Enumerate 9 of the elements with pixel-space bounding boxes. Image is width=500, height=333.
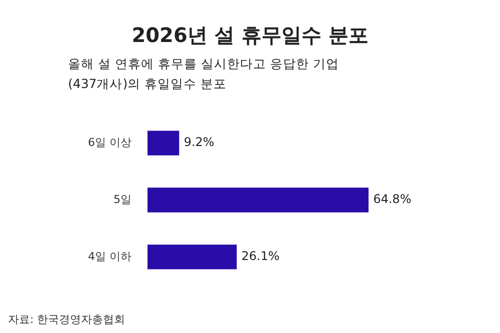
y-tick-label: 6일 이상 [88,136,132,149]
data-label: 64.8% [373,192,412,206]
chart-title: 2026년 설 휴무일수 분포 [130,22,370,49]
y-tick-label: 4일 이하 [88,250,132,263]
y-tick-label: 5일 [113,192,132,206]
chart-subtitle: 올해 설 연휴에 휴무를 실시한다고 응답한 기업 (437개사)의 휴일일수 분포 [68,55,339,93]
data-label: 26.1% [241,249,280,264]
data-label: 9.2% [184,135,214,150]
text: 자료: 한국경영자총협회 [8,312,126,327]
